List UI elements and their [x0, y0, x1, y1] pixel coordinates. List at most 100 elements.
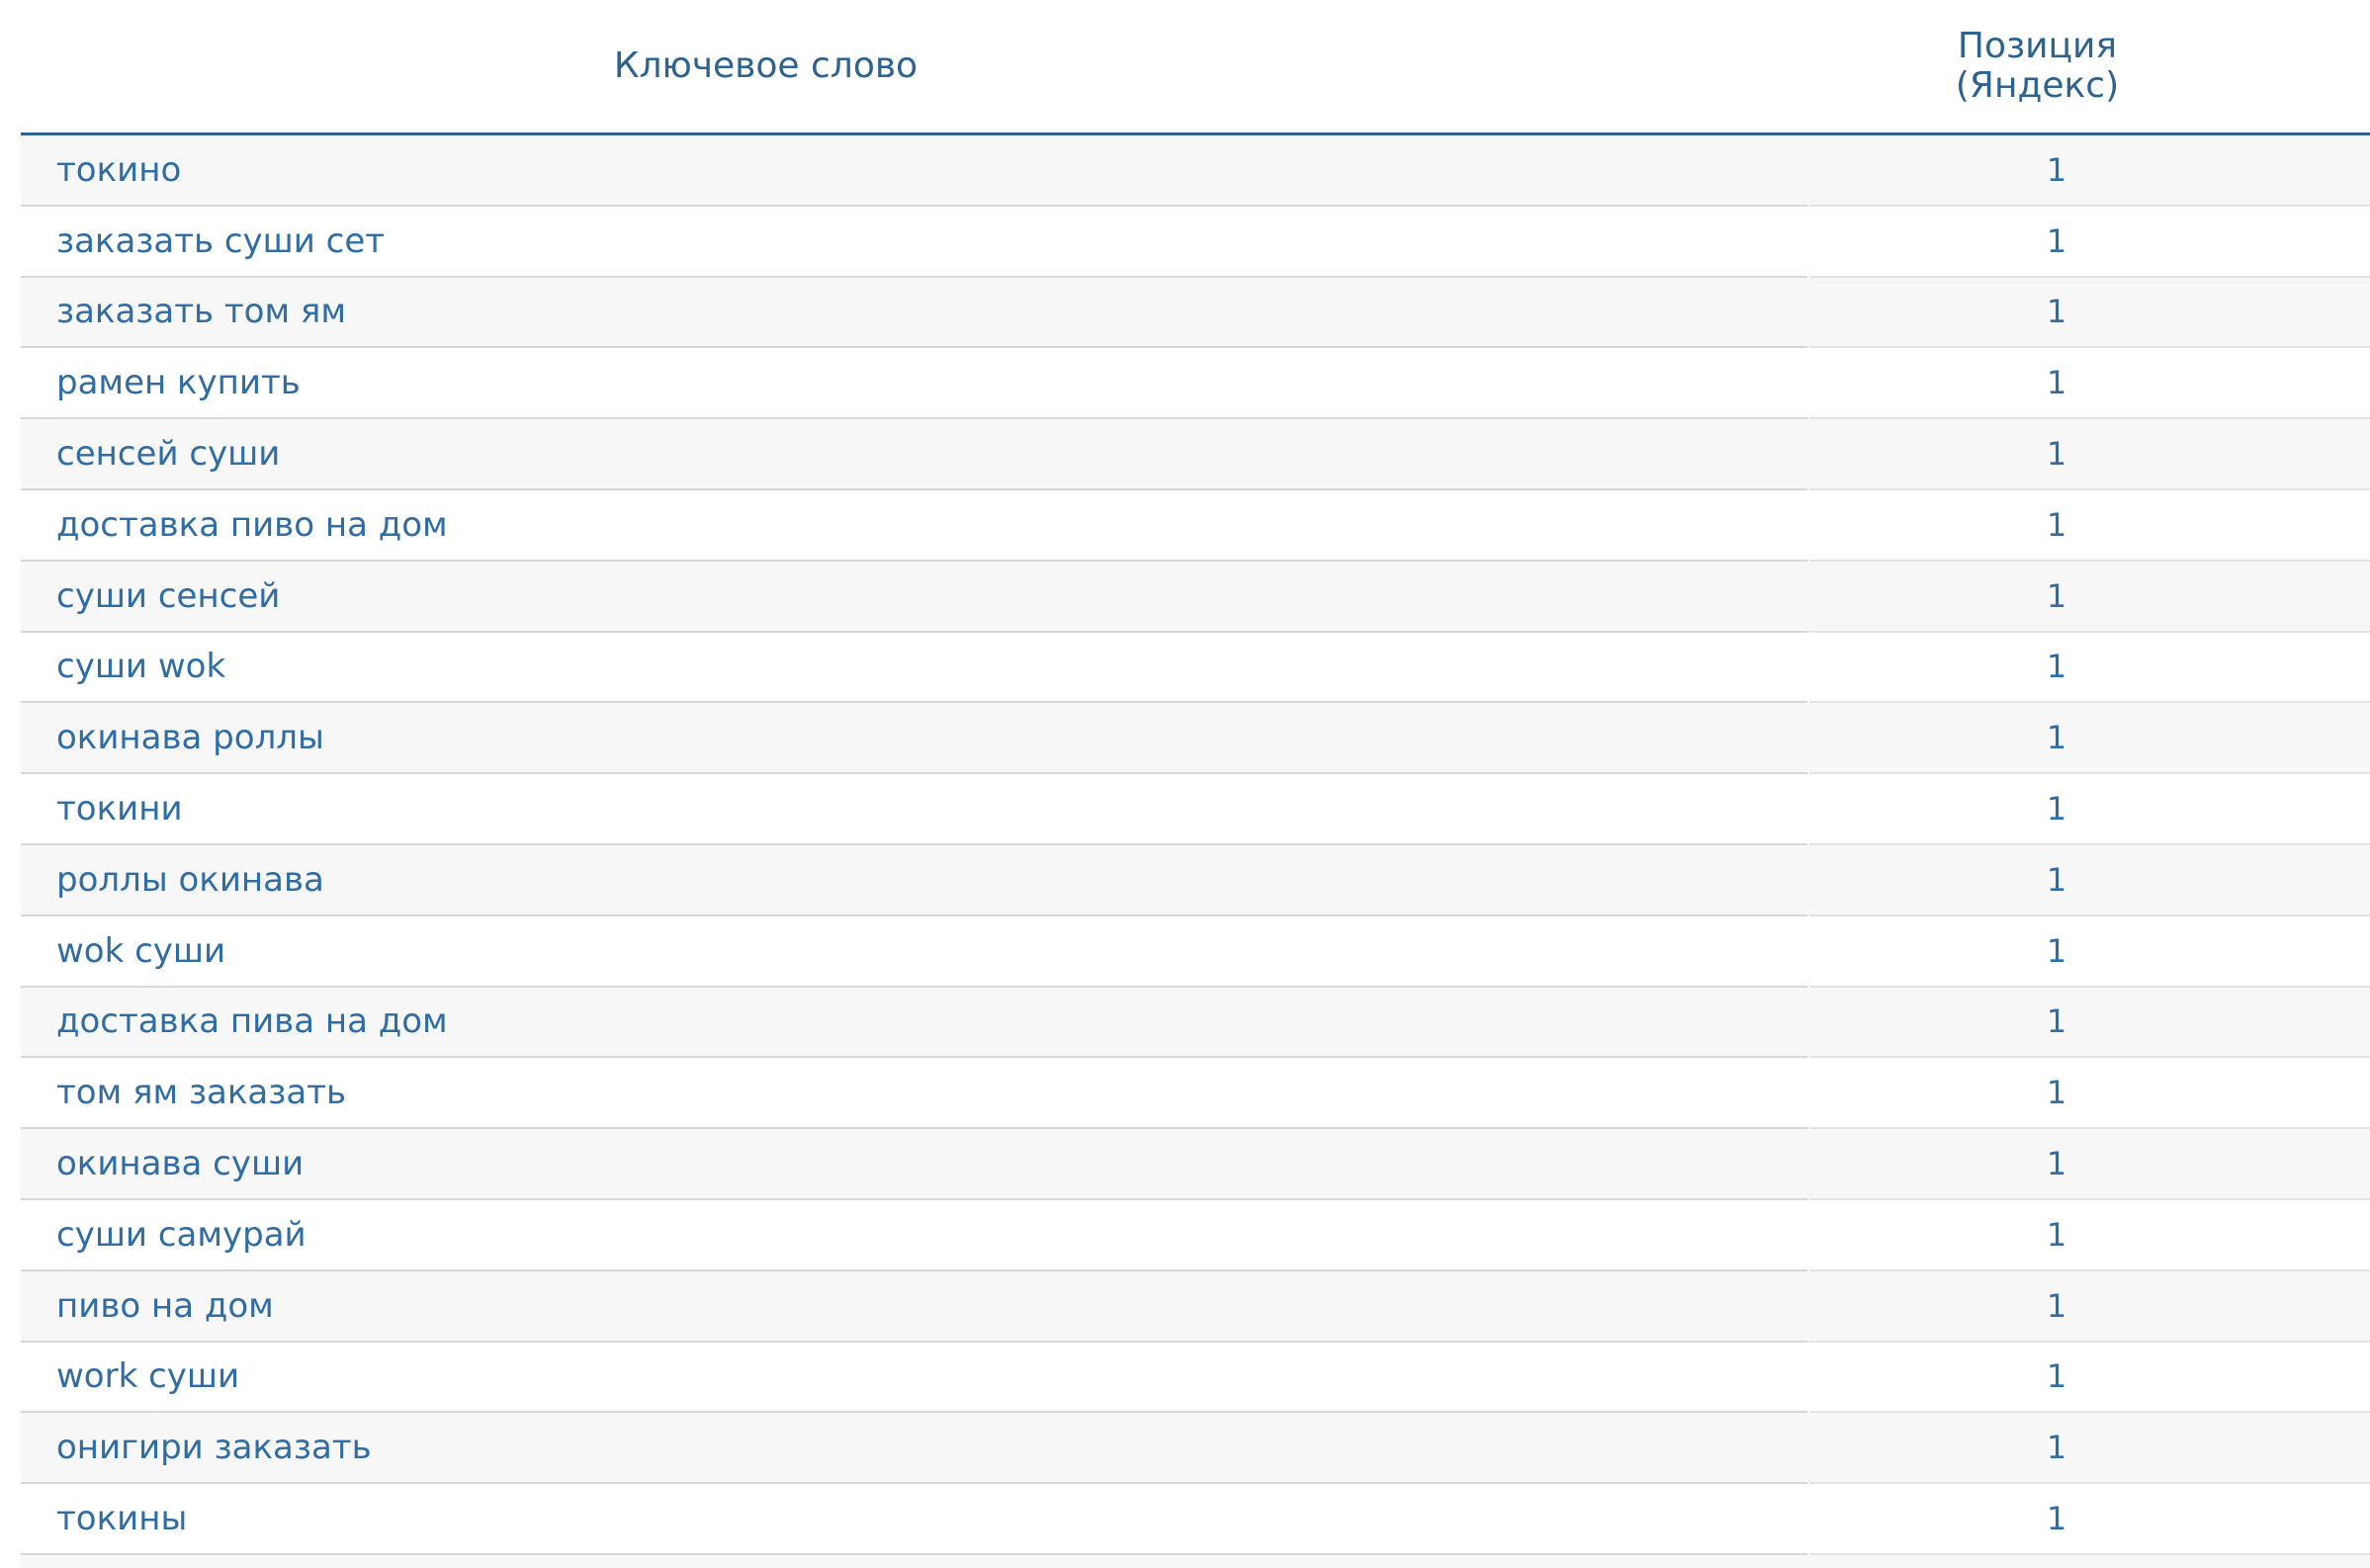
position-cell: 1	[1809, 1058, 2370, 1130]
keyword-cell: wok суши	[21, 916, 1807, 988]
keyword-cell: том ям заказать	[21, 1058, 1807, 1130]
table-row: work суши 1	[21, 1342, 2370, 1414]
table-row: суши самурай 1	[21, 1199, 2370, 1271]
table-header-row: Ключевое слово Позиция (Яндекс)	[21, 0, 2370, 135]
keyword-link[interactable]: окинава роллы	[56, 718, 324, 758]
position-cell: 1	[1809, 135, 2370, 207]
keyword-cell: суши сенсей	[21, 562, 1807, 633]
position-value: 1	[2046, 1074, 2067, 1112]
position-value: 1	[2046, 790, 2067, 828]
position-cell: 1	[1809, 419, 2370, 490]
keyword-link[interactable]: окинава суши	[56, 1144, 305, 1184]
position-value: 1	[2046, 931, 2067, 970]
keyword-link[interactable]: токини	[56, 789, 183, 829]
position-value: 1	[2046, 1286, 2067, 1325]
position-value: 1	[2046, 1429, 2067, 1467]
position-cell: 1	[1809, 1413, 2370, 1485]
position-cell: 1	[1809, 278, 2370, 349]
position-value: 1	[2046, 221, 2067, 260]
position-value: 1	[2046, 435, 2067, 474]
column-header-keyword: Ключевое слово	[21, 0, 1807, 132]
position-cell: 1	[1809, 845, 2370, 916]
table-row: окинава суши 1	[21, 1129, 2370, 1200]
position-value: 1	[2046, 505, 2067, 544]
keyword-link[interactable]: work суши	[56, 1356, 240, 1397]
keyword-cell: заказать суши сет	[21, 207, 1807, 278]
keyword-cell: онигири заказать	[21, 1413, 1807, 1485]
table-row: доставка пиво на дом 1	[21, 489, 2370, 562]
table-row: токино 1	[21, 135, 2370, 207]
position-cell: 1	[1809, 916, 2370, 988]
position-value: 1	[2046, 860, 2067, 899]
table-row: пиво на дом 1	[21, 1270, 2370, 1343]
table-row: заказать том ям 1	[21, 277, 2370, 349]
keyword-link[interactable]: доставка пиво на дом	[56, 504, 448, 545]
position-value: 1	[2046, 364, 2067, 402]
table-row: онигири заказать 1	[21, 1413, 2370, 1485]
position-value: 1	[2046, 1145, 2067, 1183]
position-value: 1	[2046, 293, 2067, 331]
position-value: 1	[2046, 719, 2067, 757]
position-value: 1	[2046, 1357, 2067, 1396]
keyword-link[interactable]: сенсей суши	[56, 434, 281, 475]
position-value: 1	[2046, 1002, 2067, 1041]
table-row: токины 1	[21, 1484, 2370, 1555]
keyword-cell: токини	[21, 774, 1807, 845]
position-value: 1	[2046, 576, 2067, 615]
keyword-link[interactable]: том ям заказать	[56, 1073, 347, 1113]
table-row: токини 1	[21, 774, 2370, 845]
keyword-link[interactable]: роллы окинава	[56, 859, 324, 900]
table-row: суши сенсей 1	[21, 561, 2370, 633]
position-cell: 1	[1809, 562, 2370, 633]
keyword-cell: роллы окинава	[21, 845, 1807, 916]
table-row: том ям заказать 1	[21, 1058, 2370, 1130]
position-cell: 1	[1809, 1200, 2370, 1271]
keyword-cell: суши самурай	[21, 1200, 1807, 1271]
keyword-link[interactable]: суши самурай	[56, 1214, 307, 1255]
table-row: доставка пива на дом 1	[21, 987, 2370, 1059]
keyword-cell: пиво на дом	[21, 1271, 1807, 1343]
position-value: 1	[2046, 150, 2067, 189]
keyword-cell: доставка пиво на дом	[21, 490, 1807, 562]
position-cell: 1	[1809, 207, 2370, 278]
table-row: суши wok 1	[21, 632, 2370, 704]
keyword-cell: доставка пива на дом	[21, 988, 1807, 1059]
keyword-cell: токино	[21, 135, 1807, 207]
position-cell: 1	[1809, 703, 2370, 775]
keyword-link[interactable]: токины	[56, 1499, 188, 1539]
partial-next-row	[21, 1554, 2370, 1568]
table-row: wok суши 1	[21, 915, 2370, 988]
keyword-cell: токины	[21, 1484, 1807, 1555]
table-row: сенсей суши 1	[21, 419, 2370, 490]
position-cell: 1	[1809, 633, 2370, 704]
keyword-link[interactable]: заказать суши сет	[56, 220, 386, 261]
position-cell: 1	[1809, 774, 2370, 845]
column-header-keyword-label: Ключевое слово	[613, 45, 919, 86]
keyword-link[interactable]: токино	[56, 149, 182, 190]
position-value: 1	[2046, 1500, 2067, 1538]
keyword-link[interactable]: заказать том ям	[56, 292, 347, 332]
table-row: роллы окинава 1	[21, 844, 2370, 916]
keyword-link[interactable]: суши wok	[56, 647, 226, 687]
keyword-positions-table: Ключевое слово Позиция (Яндекс) токино 1…	[21, 0, 2370, 1568]
keyword-cell: окинава роллы	[21, 703, 1807, 775]
table-row: окинава роллы 1	[21, 703, 2370, 775]
keyword-cell: суши wok	[21, 633, 1807, 704]
position-value: 1	[2046, 1215, 2067, 1254]
keyword-link[interactable]: пиво на дом	[56, 1285, 274, 1326]
keyword-link[interactable]: суши сенсей	[56, 575, 281, 616]
column-header-position-line1: Позиция	[1957, 26, 2118, 66]
keyword-link[interactable]: рамен купить	[56, 363, 301, 403]
position-value: 1	[2046, 648, 2067, 686]
keyword-link[interactable]: wok суши	[56, 930, 226, 971]
keyword-link[interactable]: онигири заказать	[56, 1428, 372, 1468]
keyword-cell: сенсей суши	[21, 419, 1807, 490]
table-row: заказать суши сет 1	[21, 206, 2370, 278]
position-cell: 1	[1809, 1343, 2370, 1414]
keyword-cell: заказать том ям	[21, 278, 1807, 349]
position-cell: 1	[1809, 1129, 2370, 1200]
keyword-cell: окинава суши	[21, 1129, 1807, 1200]
position-cell: 1	[1809, 1271, 2370, 1343]
keyword-cell: рамен купить	[21, 348, 1807, 420]
keyword-link[interactable]: доставка пива на дом	[56, 1002, 448, 1042]
